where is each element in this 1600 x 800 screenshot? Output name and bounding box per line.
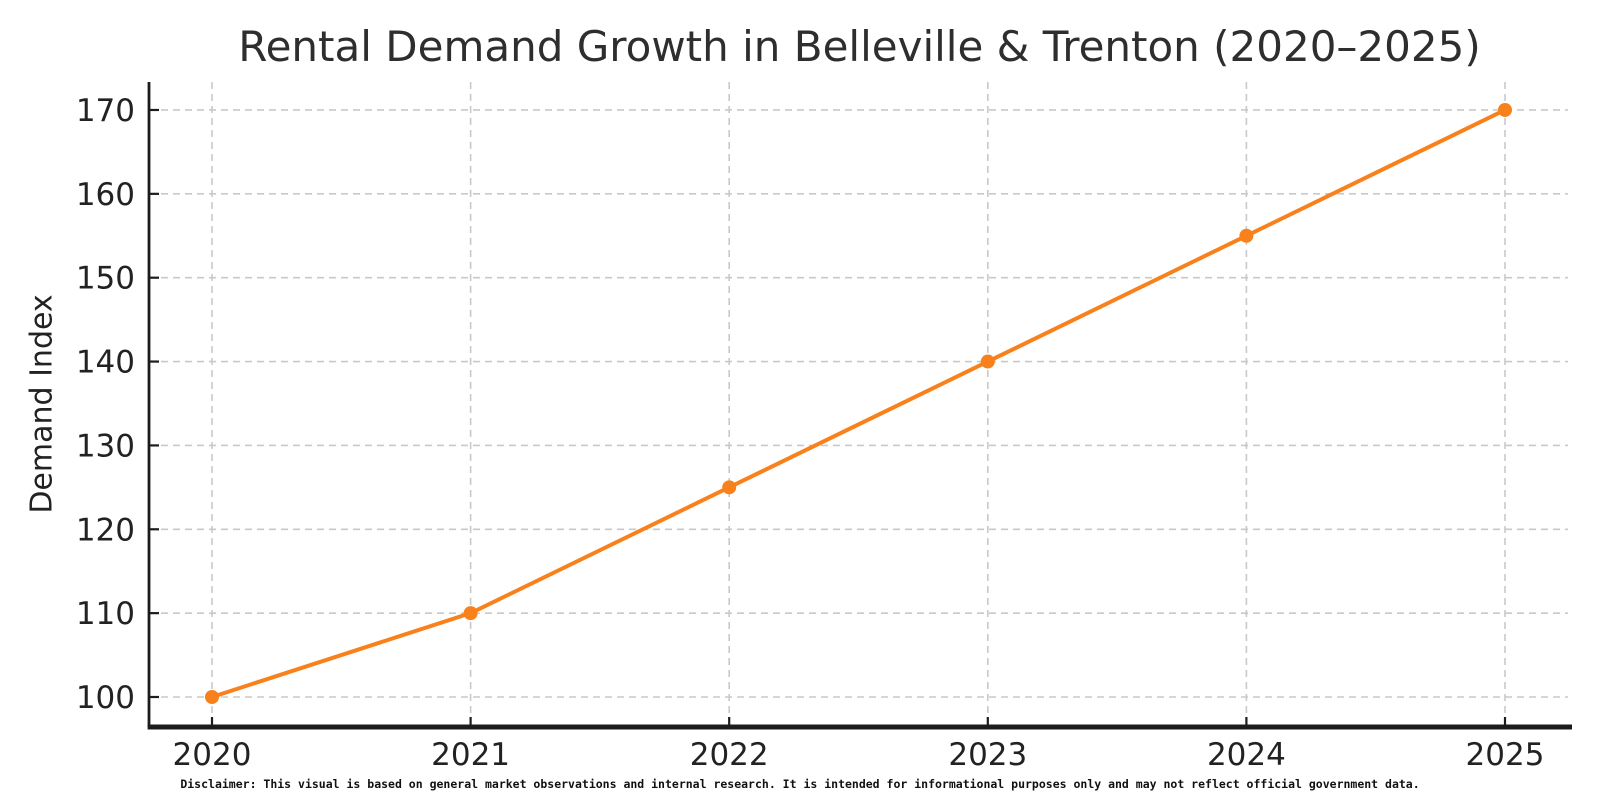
y-tick-label: 110 [76, 596, 135, 632]
disclaimer-text: Disclaimer: This visual is based on gene… [180, 777, 1420, 791]
x-tick-label: 2023 [948, 737, 1027, 773]
x-tick-label: 2025 [1466, 737, 1545, 773]
data-point-marker [1239, 228, 1254, 243]
data-point-marker [205, 690, 219, 704]
y-tick-label: 150 [76, 261, 135, 297]
data-point-marker [980, 354, 995, 369]
x-tick-label: 2021 [431, 737, 510, 773]
x-tick-label: 2022 [690, 737, 769, 773]
y-tick-label: 160 [76, 177, 135, 213]
data-line [210, 107, 1507, 699]
y-tick-label: 130 [76, 428, 135, 464]
x-tick-label: 2024 [1207, 737, 1286, 773]
data-point-marker [463, 606, 478, 621]
x-tick-label: 2020 [173, 737, 252, 773]
chart-title: Rental Demand Growth in Belleville & Tre… [238, 22, 1481, 71]
y-tick-label: 120 [76, 512, 135, 548]
y-tick-label: 170 [76, 93, 135, 129]
data-point-marker [1498, 102, 1512, 117]
data-point-marker [722, 480, 737, 495]
y-tick-label: 100 [76, 680, 135, 716]
y-tick-label: 140 [76, 345, 135, 381]
